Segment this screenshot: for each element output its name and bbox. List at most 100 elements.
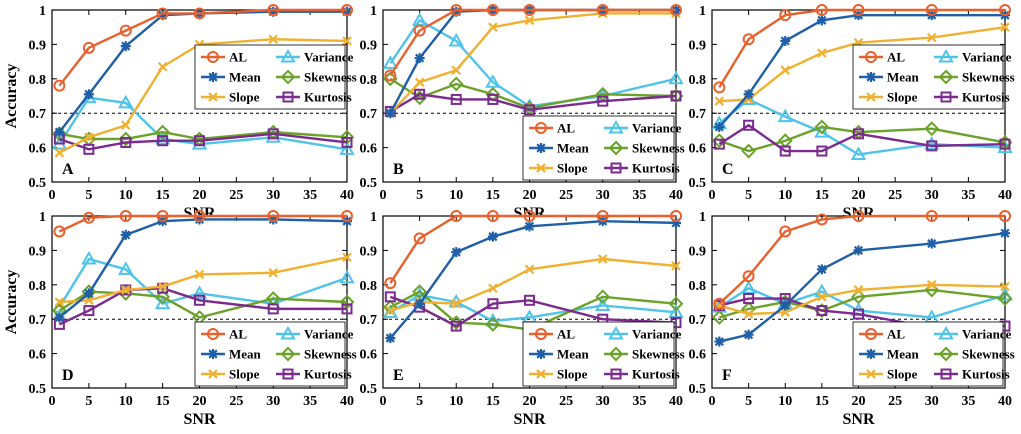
x-tick-label: 0 <box>709 188 716 203</box>
data-point-slope <box>1000 22 1010 32</box>
data-point-slope <box>54 147 65 158</box>
data-point-al <box>852 210 865 222</box>
data-point-mean <box>524 221 535 232</box>
legend-marker-variance <box>608 325 624 340</box>
y-tick-label: 0.6 <box>29 348 47 363</box>
legend-label-al: AL <box>557 327 575 342</box>
data-point-skewness <box>595 289 611 305</box>
data-point-variance <box>154 295 171 310</box>
data-point-al <box>156 7 169 20</box>
legend: AL Variance Mean Skewness Slope Kurtosis <box>194 44 357 110</box>
data-point-kurtosis <box>83 143 95 155</box>
data-point-slope <box>157 61 168 72</box>
data-point-mean <box>743 329 754 340</box>
data-point-slope <box>120 285 131 295</box>
data-point-al <box>779 9 792 22</box>
data-point-al <box>53 225 66 238</box>
legend-label-variance: Variance <box>962 50 1012 65</box>
x-axis-label: SNR <box>842 411 874 428</box>
x-tick-label: 10 <box>449 188 463 203</box>
legend-marker-mean <box>866 349 876 359</box>
y-tick-label: 0.9 <box>689 38 707 53</box>
data-point-slope <box>743 309 754 319</box>
data-point-al <box>742 33 755 46</box>
legend-label-slope: Slope <box>557 161 588 176</box>
y-tick-label: 0.9 <box>29 38 47 53</box>
y-tick-label: 0.8 <box>29 279 47 294</box>
x-tick-label: 35 <box>961 188 975 203</box>
legend-label-variance: Variance <box>304 327 354 342</box>
series-al <box>384 210 682 290</box>
y-tick-label: 0.5 <box>689 176 707 191</box>
data-point-al <box>267 210 280 222</box>
x-tick-label: 15 <box>156 394 170 409</box>
y-tick-label: 1 <box>39 4 46 19</box>
y-tick-label: 0.7 <box>29 313 47 328</box>
legend-marker-al <box>207 51 219 63</box>
data-point-kurtosis <box>999 138 1011 150</box>
y-tick-label: 0.8 <box>360 73 378 88</box>
legend-label-mean: Mean <box>557 347 590 362</box>
legend-marker-al <box>535 328 547 340</box>
panel-letter: F <box>722 367 732 384</box>
series-line-variance <box>389 293 677 323</box>
data-point-kurtosis <box>120 136 132 148</box>
data-point-kurtosis <box>779 145 791 157</box>
y-tick-label: 1 <box>39 210 46 225</box>
legend-label-al: AL <box>887 50 905 65</box>
series-line-kurtosis <box>58 132 348 151</box>
x-tick-label: 20 <box>523 394 537 409</box>
series-line-skewness <box>718 125 1006 153</box>
legend-marker-mean <box>536 143 546 153</box>
data-point-skewness <box>851 289 866 305</box>
legend-label-mean: Mean <box>229 347 262 362</box>
legend-marker-kurtosis <box>940 91 952 103</box>
legend-label-slope: Slope <box>229 367 260 382</box>
x-tick-label: 40 <box>998 394 1012 409</box>
legend-label-mean: Mean <box>557 141 590 156</box>
data-point-mean <box>451 247 462 258</box>
series-al <box>713 4 1011 94</box>
series-mean <box>714 228 1010 347</box>
data-point-al <box>742 270 755 283</box>
x-tick-label: 10 <box>778 188 792 203</box>
y-tick-label: 0.5 <box>360 382 378 397</box>
series-line-kurtosis <box>718 123 1006 153</box>
data-point-slope <box>780 65 791 75</box>
x-tick-label: 5 <box>85 188 92 203</box>
x-tick-label: 35 <box>303 188 317 203</box>
data-point-mean <box>120 41 131 52</box>
series-line-kurtosis <box>389 93 677 113</box>
data-point-al <box>413 24 426 37</box>
legend-marker-skewness <box>608 346 624 362</box>
x-tick-label: 35 <box>632 394 646 409</box>
y-tick-label: 1 <box>370 210 377 225</box>
legend-label-al: AL <box>557 121 575 136</box>
data-point-variance <box>850 146 867 160</box>
data-point-skewness <box>924 121 940 137</box>
legend-marker-skewness <box>938 69 954 85</box>
data-point-mean <box>816 264 827 275</box>
data-point-kurtosis <box>926 140 938 152</box>
data-point-slope <box>524 264 535 275</box>
data-point-skewness <box>382 299 398 315</box>
data-point-kurtosis <box>267 303 279 315</box>
series-line-skewness <box>59 130 348 141</box>
legend-label-variance: Variance <box>304 50 354 65</box>
x-tick-label: 20 <box>852 188 866 203</box>
data-point-al <box>999 4 1011 16</box>
data-point-slope <box>853 285 864 295</box>
data-point-al <box>119 24 132 37</box>
x-tick-label: 10 <box>449 394 463 409</box>
data-point-mean <box>414 298 425 309</box>
y-tick-label: 0.6 <box>689 348 707 363</box>
data-point-slope <box>268 34 279 45</box>
data-point-slope <box>342 36 352 46</box>
data-point-al <box>486 210 499 222</box>
data-point-al <box>384 69 397 82</box>
legend-marker-slope <box>536 369 546 379</box>
data-point-slope <box>671 261 681 271</box>
x-tick-label: 15 <box>486 188 500 203</box>
legend-marker-slope <box>866 369 876 379</box>
